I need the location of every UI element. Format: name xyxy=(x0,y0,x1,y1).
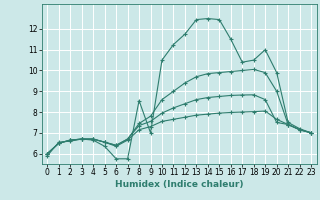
X-axis label: Humidex (Indice chaleur): Humidex (Indice chaleur) xyxy=(115,180,244,189)
